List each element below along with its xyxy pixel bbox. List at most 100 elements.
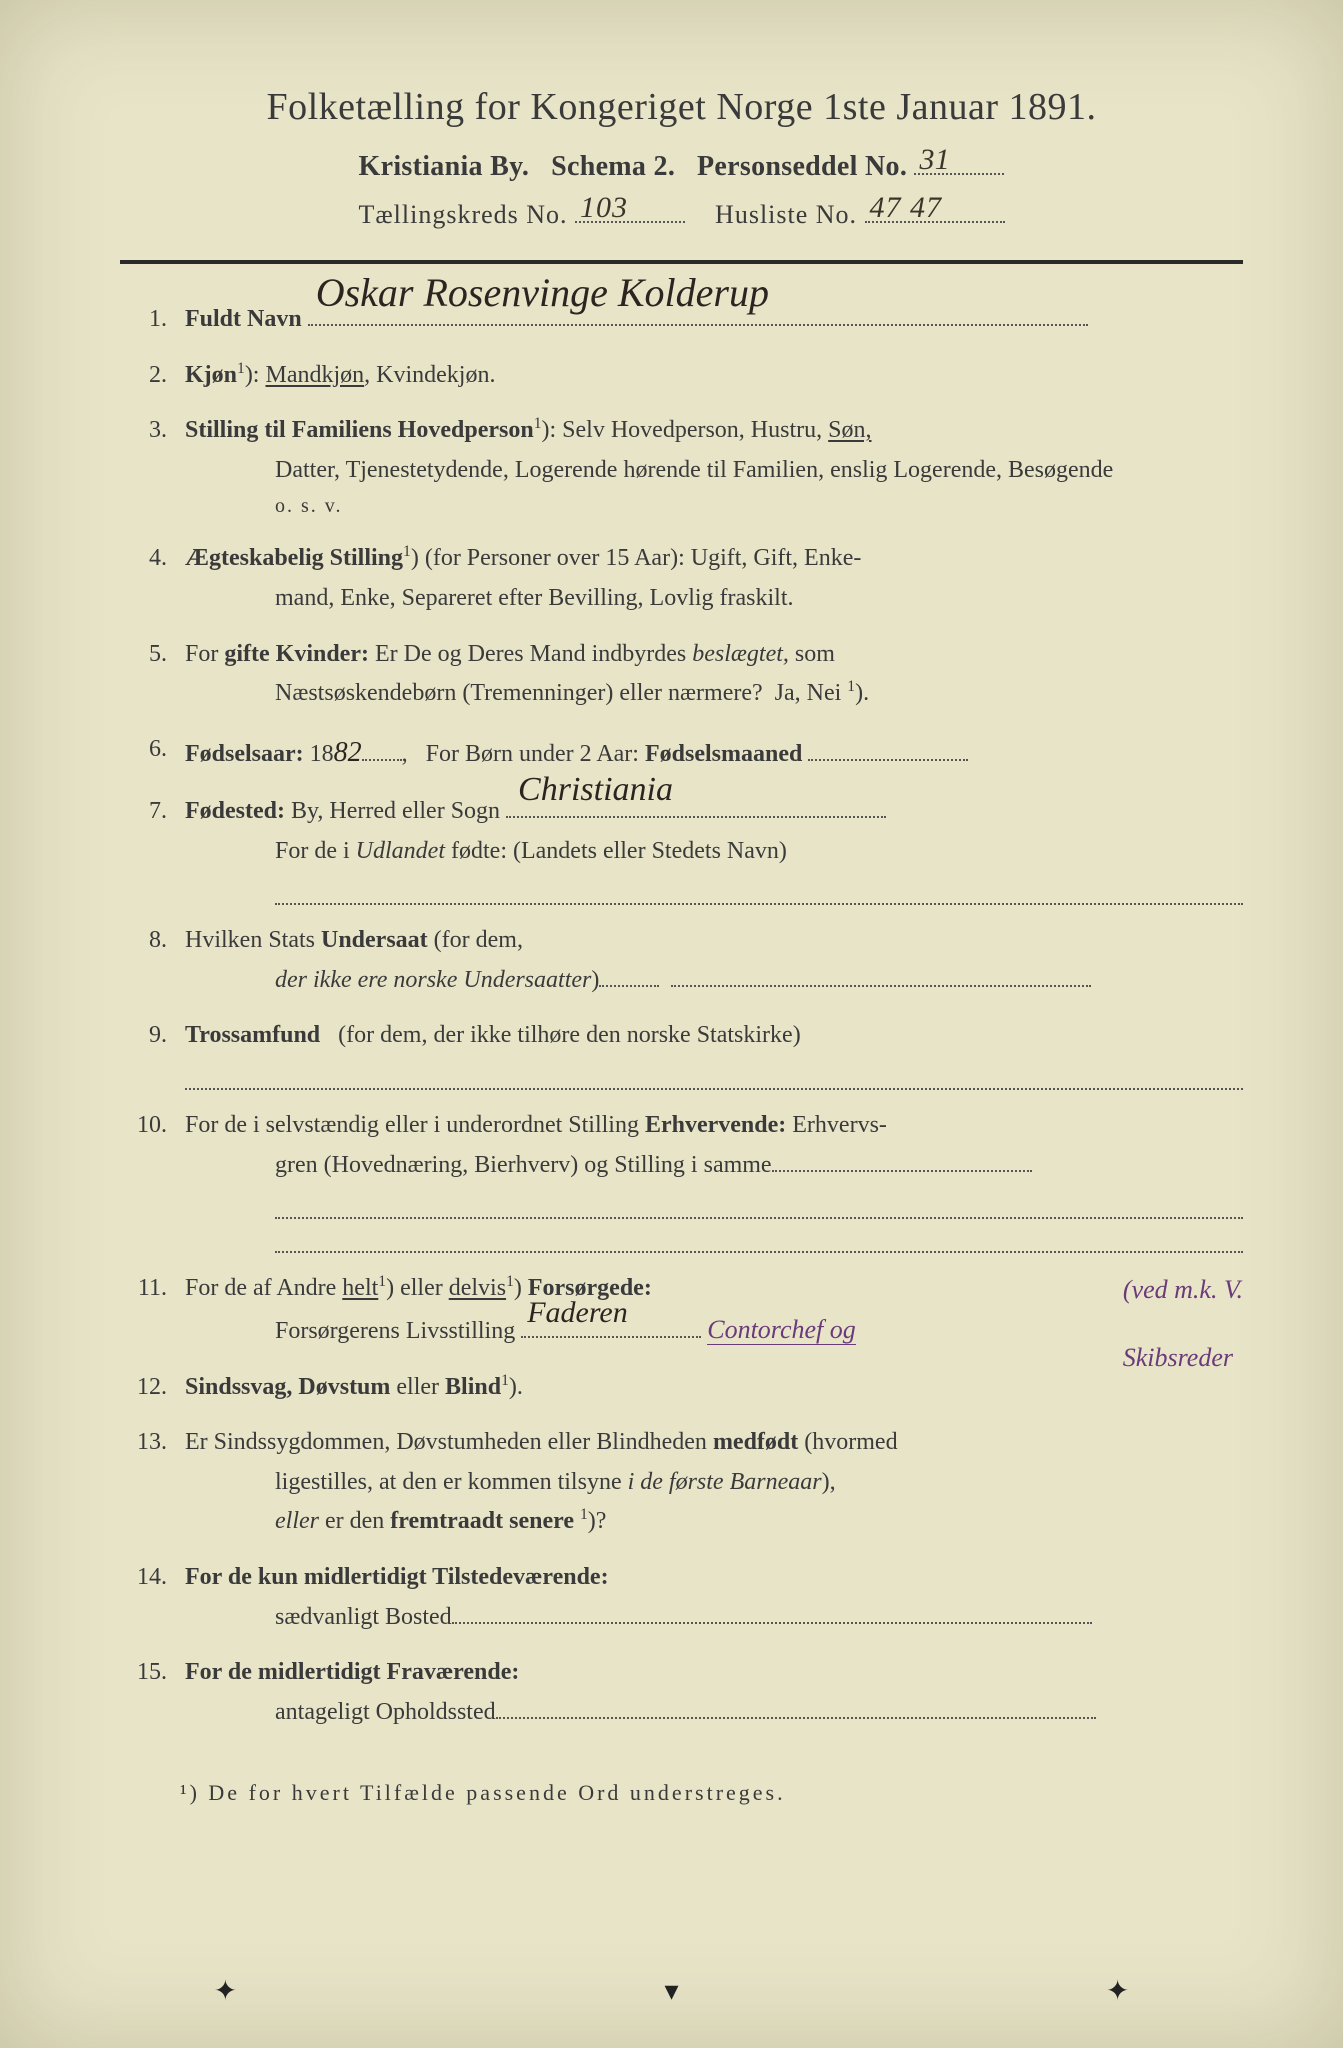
field-label: Ægteskabelig Stilling	[185, 545, 403, 571]
hw4: Skibsreder	[1123, 1337, 1233, 1380]
text3: Forsørgerens Livsstilling	[275, 1318, 515, 1344]
row-10: 10. For de i selvstændig eller i underor…	[130, 1106, 1243, 1253]
label1: medfødt	[713, 1429, 798, 1455]
row-content: For de af Andre helt1) eller delvis1) Fo…	[185, 1269, 1243, 1351]
header-line3: Tællingskreds No. 103 Husliste No. 47 47	[120, 197, 1243, 230]
text1: For de af Andre	[185, 1275, 342, 1301]
row-content: Hvilken Stats Undersaat (for dem, der ik…	[185, 921, 1243, 1000]
field-label: midlertidigt Tilstedeværende:	[304, 1564, 609, 1590]
form-body: 1. Fuldt Navn Oskar Rosenvinge Kolderup …	[120, 300, 1243, 1732]
name-value: Oskar Rosenvinge Kolderup	[316, 260, 769, 326]
row-3: 3. Stilling til Familiens Hovedperson1):…	[130, 411, 1243, 523]
row-num: 9.	[130, 1016, 185, 1056]
birthplace-value: Christiania	[518, 762, 673, 818]
row-1: 1. Fuldt Navn Oskar Rosenvinge Kolderup	[130, 300, 1243, 340]
personseddel-value: 31	[919, 143, 950, 177]
row-6: 6. Fødselsaar: 1882, For Børn under 2 Aa…	[130, 730, 1243, 776]
field-label: gifte Kvinder:	[224, 641, 369, 667]
mark-icon: ✦	[214, 1974, 237, 2008]
main-title: Folketælling for Kongeriget Norge 1ste J…	[120, 85, 1243, 129]
row-content: Trossamfund (for dem, der ikke tilhøre d…	[185, 1016, 1243, 1090]
field-label: midlertidigt Fraværende:	[258, 1659, 520, 1685]
row-num: 4.	[130, 539, 185, 579]
row-num: 3.	[130, 411, 185, 451]
label2: Blind	[445, 1374, 501, 1400]
row-content: Fuldt Navn Oskar Rosenvinge Kolderup	[185, 300, 1243, 340]
year-prefix: 18	[310, 741, 334, 767]
birthplace-field: Christiania	[506, 816, 886, 818]
row-7: 7. Fødested: By, Herred eller Sogn Chris…	[130, 792, 1243, 905]
footnote: ¹) De for hvert Tilfælde passende Ord un…	[120, 1780, 1243, 1806]
husliste-value: 47 47	[870, 191, 943, 225]
row-content: Fødselsaar: 1882, For Børn under 2 Aar: …	[185, 730, 1243, 776]
row-15: 15. For de midlertidigt Fraværende: anta…	[130, 1653, 1243, 1732]
row-content: Kjøn1): Mandkjøn, Kvindekjøn.	[185, 356, 1243, 396]
row-13: 13. Er Sindssygdommen, Døvstumheden elle…	[130, 1423, 1243, 1542]
personseddel-field: 31	[914, 147, 1004, 175]
text2: eller	[394, 1275, 449, 1301]
field-label: Trossamfund	[185, 1022, 320, 1048]
hw1: (ved m.k. V.	[1123, 1269, 1243, 1312]
text2: Datter, Tjenestetydende, Logerende høren…	[185, 451, 1243, 491]
row-num: 1.	[130, 300, 185, 340]
header-line2: Kristiania By. Schema 2. Personseddel No…	[120, 147, 1243, 183]
field-label: Fødested:	[185, 798, 285, 824]
u2: delvis	[449, 1275, 506, 1301]
field-label: Kjøn	[185, 362, 237, 388]
text1: Selv Hovedperson, Hustru,	[562, 417, 828, 443]
row-num: 7.	[130, 792, 185, 832]
row-num: 13.	[130, 1423, 185, 1463]
row-num: 5.	[130, 635, 185, 675]
occupation-field	[275, 1191, 1243, 1219]
hw2: Faderen	[527, 1288, 628, 1338]
field-label: Fødselsaar:	[185, 741, 304, 767]
husliste-label: Husliste No.	[715, 200, 857, 229]
form-header: Folketælling for Kongeriget Norge 1ste J…	[120, 85, 1243, 230]
text: eller	[390, 1374, 445, 1400]
row-num: 15.	[130, 1653, 185, 1693]
row-9: 9. Trossamfund (for dem, der ikke tilhør…	[130, 1016, 1243, 1090]
text: (for dem, der ikke tilhøre den norske St…	[338, 1022, 801, 1048]
field-label: Erhvervende:	[645, 1112, 786, 1138]
line2: Forsørgerens Livsstilling Faderen Contor…	[185, 1309, 1243, 1352]
text: By, Herred eller Sogn	[291, 798, 500, 824]
row-11: 11. For de af Andre helt1) eller delvis1…	[130, 1269, 1243, 1351]
schema-label: Schema 2.	[551, 151, 675, 182]
religion-field	[185, 1062, 1243, 1090]
row-content: Sindssvag, Døvstum eller Blind1).	[185, 1368, 1243, 1408]
label2: fremtraadt senere	[390, 1508, 574, 1534]
prefix: For de	[185, 1659, 258, 1685]
row-content: Ægteskabelig Stilling1) (for Personer ov…	[185, 539, 1243, 618]
field-label: Undersaat	[321, 927, 428, 953]
field-label: Stilling til Familiens Hovedperson	[185, 417, 534, 443]
row-num: 6.	[130, 730, 185, 770]
bottom-marks: ✦ ▾ ✦	[0, 1974, 1343, 2008]
row-content: For gifte Kvinder: Er De og Deres Mand i…	[185, 635, 1243, 714]
personseddel-label: Personseddel No.	[697, 151, 907, 182]
row-num: 12.	[130, 1368, 185, 1408]
text2: sædvanligt Bosted	[275, 1604, 452, 1630]
row-content: For de kun midlertidigt Tilstedeværende:…	[185, 1558, 1243, 1637]
row-8: 8. Hvilken Stats Undersaat (for dem, der…	[130, 921, 1243, 1000]
prefix: For	[185, 641, 224, 667]
text1: For de i selvstændig eller i underordnet…	[185, 1112, 645, 1138]
row-12: 12. Sindssvag, Døvstum eller Blind1).	[130, 1368, 1243, 1408]
mark-icon: ▾	[664, 1974, 678, 2008]
field-label: Fuldt Navn	[185, 306, 302, 332]
row-num: 2.	[130, 356, 185, 396]
kreds-label: Tællingskreds No.	[358, 200, 567, 229]
row-num: 14.	[130, 1558, 185, 1598]
husliste-field: 47 47	[865, 197, 1005, 223]
text3: der ikke ere norske Undersaatter)	[185, 961, 1243, 1001]
text1: Er Sindssygdommen, Døvstumheden eller Bl…	[185, 1429, 713, 1455]
row-content: For de i selvstændig eller i underordnet…	[185, 1106, 1243, 1253]
name-field: Oskar Rosenvinge Kolderup	[308, 324, 1088, 326]
sex-underlined: Mandkjøn	[265, 362, 364, 388]
u1: helt	[342, 1275, 378, 1301]
text2: For de i Udlandet fødte: (Landets eller …	[185, 832, 1243, 872]
row-2: 2. Kjøn1): Mandkjøn, Kvindekjøn.	[130, 356, 1243, 396]
relation-underlined: Søn,	[828, 417, 871, 443]
row-content: For de midlertidigt Fraværende: antageli…	[185, 1653, 1243, 1732]
row-5: 5. For gifte Kvinder: Er De og Deres Man…	[130, 635, 1243, 714]
row-content: Stilling til Familiens Hovedperson1): Se…	[185, 411, 1243, 523]
